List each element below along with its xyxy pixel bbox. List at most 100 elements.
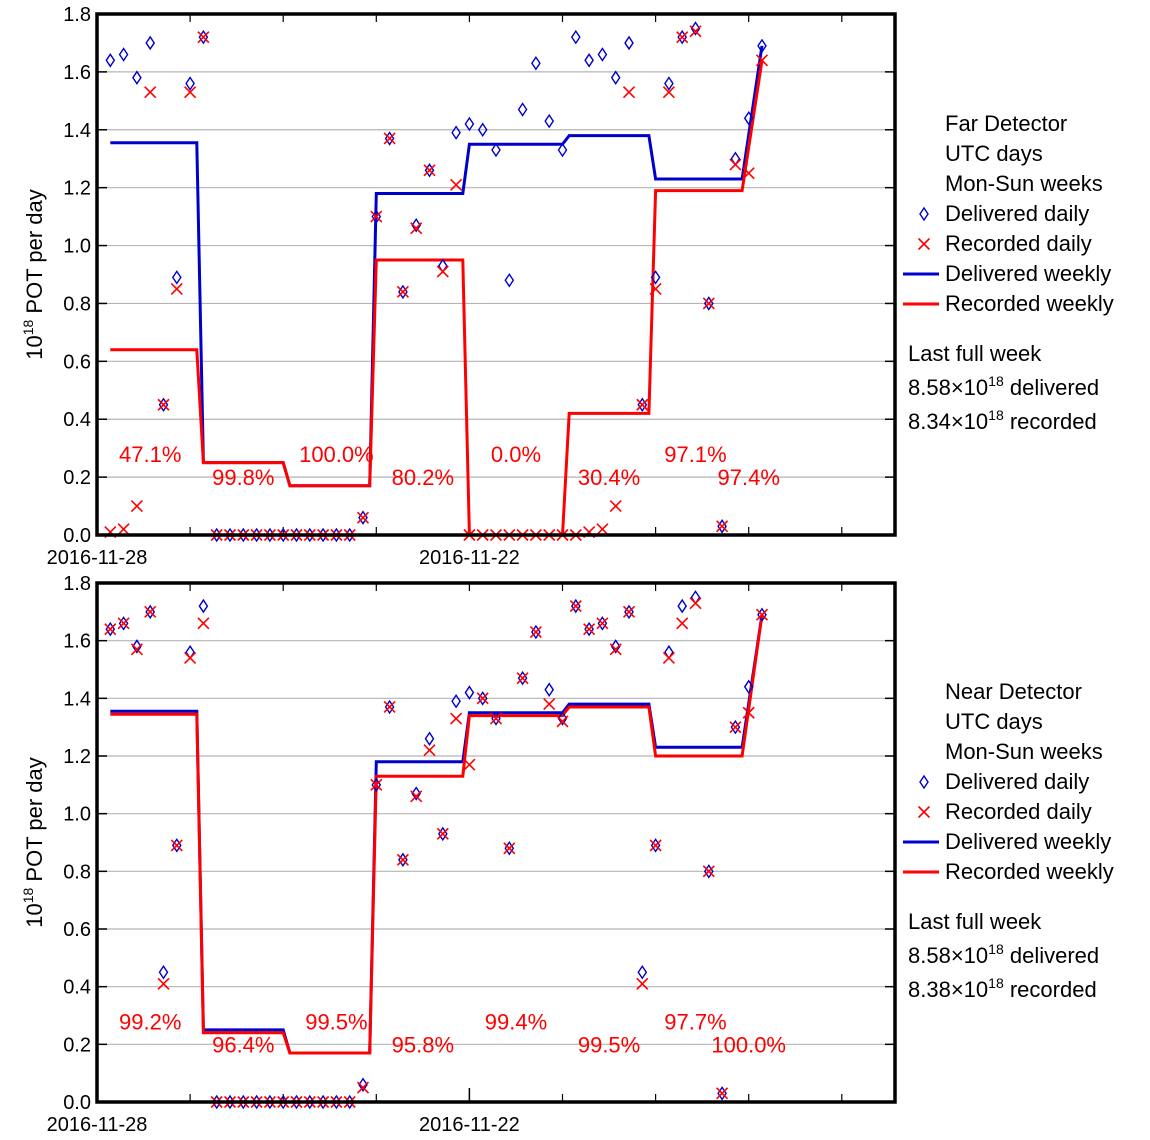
recorded-daily-point [676, 617, 689, 630]
recorded-daily-point [609, 499, 622, 513]
recorded-daily-point [423, 164, 436, 177]
recorded-daily-point [729, 721, 742, 734]
delivered-daily-point [464, 116, 475, 132]
legend-title-line: UTC days [945, 709, 1043, 734]
legend-recorded-weekly: Recorded weekly [945, 859, 1114, 884]
efficiency-label: 95.8% [392, 1032, 454, 1057]
delivered-daily-point [650, 270, 661, 285]
delivered-daily-point [624, 35, 634, 51]
recorded-daily-point [370, 778, 383, 791]
delivered-daily-point [491, 142, 501, 158]
y-tick-label: 1.8 [63, 573, 91, 595]
summary-recorded: 8.34×1018 recorded [908, 407, 1097, 434]
efficiency-label: 97.4% [718, 465, 780, 490]
x-tick-label: 2016-11-28 [47, 1114, 148, 1136]
legend-recorded-daily: Recorded daily [945, 231, 1092, 256]
summary-title: Last full week [908, 341, 1042, 366]
summary-delivered: 8.58×1018 delivered [908, 941, 1099, 968]
x-tick-label: 2016-11-28 [47, 547, 148, 569]
y-tick-label: 0.2 [63, 467, 91, 489]
recorded-daily-point [170, 839, 183, 852]
recorded-weekly-line [110, 614, 764, 1055]
y-tick-label: 1.2 [63, 178, 91, 200]
efficiency-label: 99.5% [305, 1009, 367, 1034]
recorded-daily-point [383, 700, 396, 714]
recorded-daily-point [676, 31, 689, 44]
recorded-daily-point [596, 617, 609, 630]
y-tick-label: 1.0 [63, 804, 91, 826]
recorded-daily-point [755, 608, 769, 621]
recorded-daily-point [144, 605, 157, 618]
y-tick-label: 0.2 [63, 1034, 91, 1056]
y-tick-label: 0.8 [63, 861, 91, 883]
plot-frame [95, 12, 897, 537]
y-tick-label: 0.0 [63, 1092, 91, 1114]
delivered-daily-point [517, 102, 528, 117]
delivered-daily-point [132, 639, 142, 654]
delivered-daily-point [690, 590, 701, 605]
recorded-daily-point [755, 54, 769, 67]
recorded-daily-point [716, 520, 729, 533]
delivered-daily-point [118, 47, 129, 62]
delivered-daily-point [411, 218, 422, 233]
delivered-daily-point [132, 70, 142, 85]
recorded-daily-point [636, 398, 649, 411]
recorded-daily-point [583, 623, 596, 636]
recorded-daily-point [144, 86, 157, 99]
recorded-daily-point [197, 31, 210, 44]
recorded-daily-point [729, 158, 742, 171]
delivered-daily-point [424, 731, 435, 746]
recorded-daily-point [662, 651, 675, 665]
y-axis-label: 1018 POT per day [20, 189, 47, 360]
recorded-daily-point [716, 1087, 729, 1100]
efficiency-label: 97.7% [664, 1009, 726, 1034]
recorded-daily-point [622, 86, 636, 99]
y-tick-label: 0.4 [63, 409, 91, 431]
efficiency-label: 97.1% [664, 442, 726, 467]
delivered-daily-point [664, 76, 674, 91]
delivered-daily-point [477, 122, 488, 138]
recorded-daily-point [463, 758, 476, 771]
recorded-daily-point [450, 178, 463, 191]
recorded-daily-point [596, 523, 609, 536]
delivered-daily-point [185, 76, 195, 91]
efficiency-label: 99.4% [485, 1009, 547, 1034]
delivered-daily-point [597, 47, 608, 62]
x-tick-label: 2016-11-22 [419, 547, 520, 569]
y-tick-label: 1.6 [63, 62, 91, 84]
y-tick-label: 1.4 [63, 120, 91, 142]
delivered-daily-point [451, 693, 461, 709]
y-tick-label: 0.0 [63, 525, 91, 547]
recorded-daily-point [170, 282, 183, 296]
recorded-daily-point [649, 839, 662, 852]
efficiency-label: 100.0% [711, 1032, 786, 1057]
delivered-daily-point [557, 711, 568, 726]
legend-recorded-daily-marker [917, 805, 931, 819]
recorded-daily-point [356, 1081, 370, 1094]
legend-recorded-daily: Recorded daily [945, 799, 1092, 824]
efficiency-label: 80.2% [392, 465, 454, 490]
summary-delivered: 8.58×1018 delivered [908, 373, 1099, 400]
delivered-daily-point [743, 110, 754, 126]
recorded-daily-point [450, 712, 463, 725]
delivered-daily-point [610, 70, 621, 85]
recorded-daily-point [476, 692, 489, 705]
recorded-daily-point [543, 698, 556, 711]
recorded-daily-point [157, 977, 170, 990]
y-tick-label: 0.8 [63, 293, 91, 315]
recorded-daily-point [609, 643, 622, 656]
recorded-daily-point [742, 167, 755, 180]
legend-title-line: Mon-Sun weeks [945, 739, 1103, 764]
efficiency-label: 99.2% [119, 1009, 181, 1034]
recorded-daily-point [396, 853, 409, 866]
y-tick-label: 0.6 [63, 351, 91, 373]
y-tick-label: 1.0 [63, 236, 91, 258]
recorded-daily-point [742, 706, 755, 719]
recorded-daily-point [689, 597, 702, 610]
recorded-daily-point [197, 617, 210, 630]
recorded-daily-point [410, 222, 423, 235]
delivered-daily-point [185, 644, 195, 660]
far-detector-panel: 0.0 0.2 0.4 0.6 0.8 1.0 1.2 1.4 1.6 1.8 2016-11-28… [20, 4, 1114, 569]
delivered-daily-point [437, 258, 448, 274]
legend-delivered-weekly: Delivered weekly [945, 829, 1111, 854]
